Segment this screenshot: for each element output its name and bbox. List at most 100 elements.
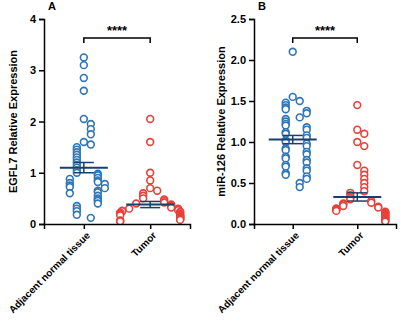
data-point bbox=[375, 204, 382, 211]
tick-mark bbox=[249, 183, 254, 185]
y-tick: 1.0 bbox=[231, 136, 254, 148]
data-point bbox=[296, 184, 303, 191]
data-point bbox=[147, 177, 154, 184]
significance-bracket bbox=[293, 38, 358, 43]
data-point bbox=[354, 139, 361, 146]
y-tick: 0 bbox=[30, 218, 44, 230]
tick-mark bbox=[39, 224, 44, 226]
tick-mark bbox=[39, 121, 44, 123]
y-tick: 0.5 bbox=[231, 177, 254, 189]
axis-line bbox=[39, 20, 45, 225]
data-point bbox=[80, 75, 87, 82]
y-axis: 0.0 0.5 1.0 1.5 2.0 2.5 bbox=[231, 13, 255, 230]
data-point bbox=[354, 126, 361, 133]
data-point bbox=[375, 203, 382, 210]
category-label: Tumor bbox=[336, 230, 365, 259]
tick-label: 1.0 bbox=[231, 136, 246, 148]
y-tick: 1.5 bbox=[231, 95, 254, 107]
sem-bar bbox=[83, 163, 85, 173]
data-point bbox=[340, 203, 347, 210]
data-point bbox=[296, 114, 303, 121]
panel: 01234Adjacent normal tissueTumorEGFL7 Re… bbox=[7, 0, 191, 315]
data-point bbox=[66, 190, 73, 197]
data-point bbox=[126, 205, 133, 212]
data-point bbox=[80, 54, 87, 61]
data-point bbox=[361, 143, 368, 150]
tick-mark bbox=[249, 60, 254, 62]
data-point bbox=[382, 217, 389, 224]
tick-label: 4 bbox=[30, 13, 37, 25]
y-tick: 2.0 bbox=[231, 54, 254, 66]
data-point bbox=[147, 185, 154, 192]
mean-sem bbox=[269, 135, 317, 143]
tick-label: 0 bbox=[30, 218, 36, 230]
x-tick: Adjacent normal tissue bbox=[215, 224, 301, 315]
sem-cap bbox=[283, 135, 303, 137]
data-point bbox=[333, 207, 340, 214]
tick-mark bbox=[39, 70, 44, 72]
x-axis: Adjacent normal tissue Tumor bbox=[7, 224, 191, 315]
tick-label: 2.0 bbox=[231, 54, 246, 66]
data-point bbox=[289, 48, 296, 55]
panel: 0.0 0.5 1.0 1.5 2.0 2.5 Adjacent normal tissue… bbox=[215, 0, 397, 315]
data-point bbox=[354, 162, 361, 169]
data-point bbox=[147, 139, 154, 146]
tick-label: 0.0 bbox=[231, 218, 246, 230]
category-label: Adjacent normal tissue bbox=[215, 229, 301, 315]
data-point bbox=[368, 199, 375, 206]
data-point bbox=[296, 98, 303, 105]
data-point bbox=[382, 218, 389, 224]
y-tick: 0.0 bbox=[231, 218, 254, 230]
category-label: Tumor bbox=[129, 230, 158, 259]
mean-sem bbox=[60, 163, 108, 173]
sem-bar bbox=[357, 193, 359, 201]
tick-mark bbox=[249, 101, 254, 103]
data-point bbox=[333, 207, 340, 214]
tick-mark bbox=[84, 224, 86, 229]
data-point bbox=[117, 218, 124, 224]
data-point bbox=[177, 216, 184, 223]
x-tick: Adjacent normal tissue bbox=[7, 224, 93, 315]
tick-mark bbox=[357, 224, 359, 229]
axis-line bbox=[249, 20, 255, 225]
mean-sem bbox=[333, 193, 381, 201]
mean-sem bbox=[126, 201, 174, 207]
tick-mark bbox=[249, 19, 254, 21]
y-tick: 1 bbox=[30, 167, 44, 179]
tick-mark bbox=[249, 224, 254, 226]
x-axis: Adjacent normal tissue Tumor bbox=[215, 224, 396, 315]
axis-line bbox=[45, 225, 191, 230]
category-label: Adjacent normal tissue bbox=[7, 229, 93, 315]
tick-label: 2.5 bbox=[231, 13, 246, 25]
data-point bbox=[117, 218, 124, 224]
tick-mark bbox=[39, 19, 44, 21]
tick-mark bbox=[249, 142, 254, 144]
data-point bbox=[80, 116, 87, 123]
axis-line bbox=[255, 225, 397, 230]
y-tick: 2.5 bbox=[231, 13, 254, 25]
x-tick: Tumor bbox=[129, 224, 158, 259]
data-point bbox=[147, 169, 154, 176]
significance-label: **** bbox=[315, 23, 336, 38]
data-point bbox=[87, 141, 94, 148]
x-tick: Tumor bbox=[336, 224, 365, 259]
y-axis-title: EGFL7 Relative Expression bbox=[7, 50, 19, 193]
data-point bbox=[73, 211, 80, 218]
data-point bbox=[94, 200, 101, 207]
sem-cap bbox=[347, 192, 367, 194]
marks bbox=[60, 54, 184, 224]
tick-label: 2 bbox=[30, 116, 36, 128]
sem-cap bbox=[283, 143, 303, 145]
data-point bbox=[87, 131, 94, 138]
data-point bbox=[177, 217, 184, 224]
data-point bbox=[303, 176, 310, 183]
sem-bar bbox=[149, 201, 151, 207]
tick-label: 1 bbox=[30, 167, 36, 179]
y-tick: 2 bbox=[30, 116, 44, 128]
panel-label: A bbox=[48, 0, 56, 12]
data-point bbox=[282, 106, 289, 113]
sem-bar bbox=[292, 135, 294, 143]
sem-cap bbox=[140, 207, 160, 209]
data-point bbox=[87, 214, 94, 221]
tick-mark bbox=[150, 224, 152, 229]
